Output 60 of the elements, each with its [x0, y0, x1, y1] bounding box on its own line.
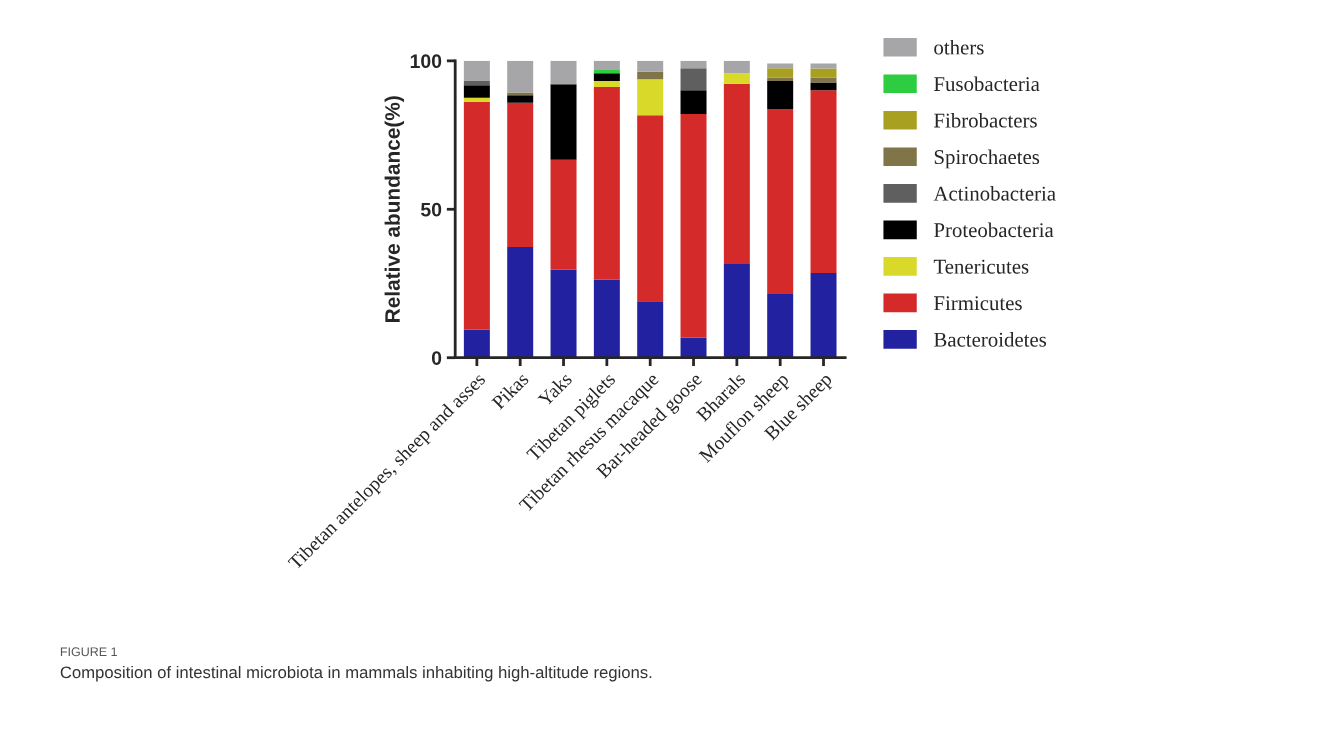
bar [767, 108, 794, 294]
bar [463, 329, 490, 358]
bar [637, 115, 664, 302]
caption: FIGURE 1 [60, 647, 117, 657]
bar [680, 68, 707, 91]
legend-label: Spirochaetes [934, 149, 1040, 169]
bar [810, 82, 837, 91]
bar [463, 97, 490, 102]
bar [550, 269, 577, 358]
bar [810, 68, 837, 78]
bar [463, 80, 490, 86]
legend-label: Tenericutes [933, 259, 1029, 274]
y-axis-title: Relative abundance(%) [384, 96, 405, 322]
bar [637, 301, 664, 358]
bar [810, 273, 837, 358]
bar [463, 85, 490, 98]
bar [680, 90, 707, 114]
bar [550, 159, 577, 270]
y-tick-label: 50 [420, 202, 442, 217]
bar [507, 60, 534, 93]
legend-label: Fibrobacters [934, 112, 1037, 128]
text: Composition of intestinal microbiota in mammals inhabiting high-altitude regions. [60, 665, 652, 682]
bar [593, 279, 620, 358]
bar [463, 101, 490, 330]
bar [593, 81, 620, 87]
legend-label: others [934, 39, 984, 55]
bar [723, 73, 750, 84]
bar [550, 60, 577, 85]
bar [810, 90, 837, 274]
legend-label: Firmicutes [934, 296, 1022, 311]
bar [767, 77, 794, 82]
bar [507, 95, 534, 103]
bar [810, 63, 837, 69]
bar [593, 73, 620, 82]
bar [550, 84, 577, 160]
bar [507, 246, 534, 358]
legend-label: Actinobacteria [933, 185, 1056, 201]
bar [767, 81, 794, 109]
bar [593, 69, 620, 74]
bar [507, 102, 534, 247]
bar [593, 60, 620, 70]
legend-label: Bacteroidetes [934, 332, 1047, 347]
y-tick-label: 0 [431, 351, 442, 365]
bar [637, 71, 664, 80]
legend-label: Fusobacteria [934, 76, 1040, 92]
bar [680, 113, 707, 338]
x-tick-label: Yaks [536, 371, 573, 408]
bar [463, 60, 490, 81]
bar [723, 83, 750, 264]
bar [767, 293, 794, 358]
bar [593, 86, 620, 280]
bar [723, 60, 750, 74]
bar [637, 60, 664, 72]
legend-label: Proteobacteria [934, 222, 1054, 238]
y-tick-label: 100 [410, 54, 442, 69]
bar [637, 79, 664, 116]
bar [723, 263, 750, 358]
bar [767, 68, 794, 78]
bar [810, 77, 837, 83]
bar [680, 60, 707, 69]
